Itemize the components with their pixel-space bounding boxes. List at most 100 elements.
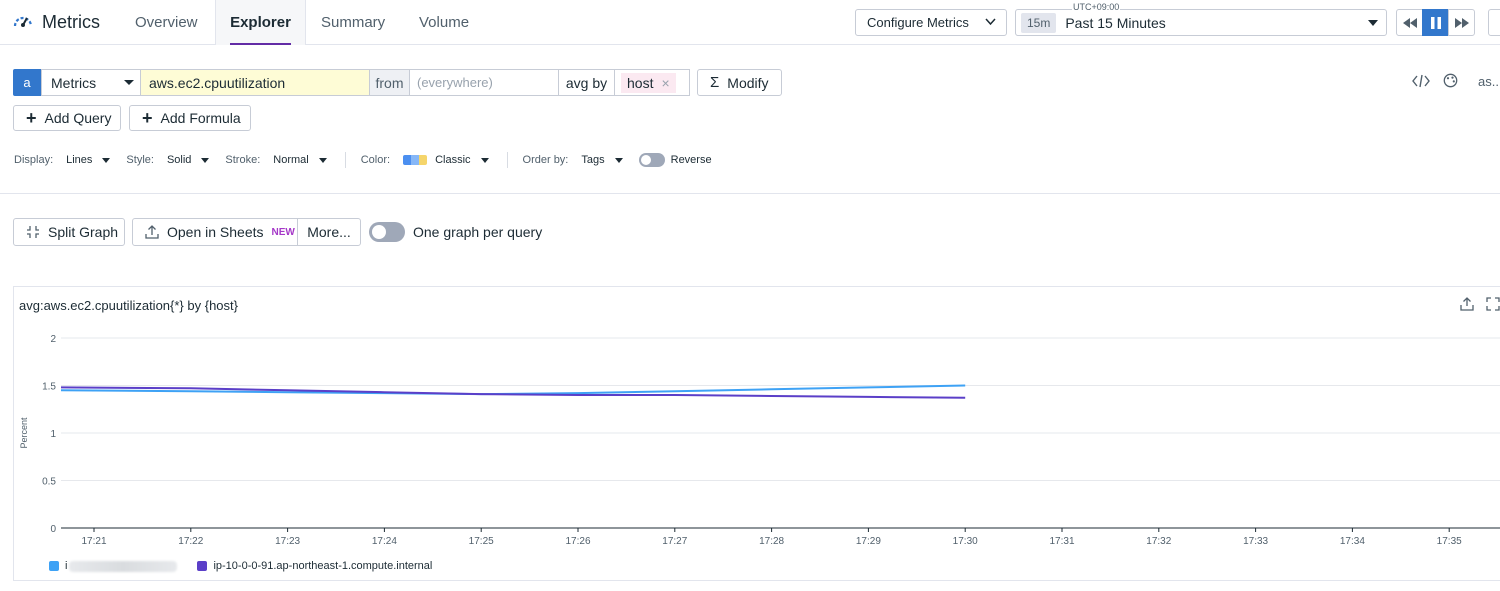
- app-logo[interactable]: Metrics: [12, 11, 100, 33]
- x-tick-label: 17:30: [953, 536, 978, 547]
- chevron-down-icon: [985, 18, 996, 26]
- x-tick-label: 17:29: [856, 536, 881, 547]
- series-line: [60, 386, 966, 399]
- chart-legend: i ip-10-0-0-91.ap-northeast-1.compute.in…: [49, 560, 432, 572]
- from-label: from: [369, 69, 410, 96]
- divider: [506, 152, 508, 168]
- graph-panel: avg:aws.ec2.cpuutilization{*} by {host} …: [13, 286, 1500, 581]
- metric-input[interactable]: aws.ec2.cpuutilization: [140, 69, 370, 96]
- stroke-select[interactable]: Normal: [273, 154, 309, 166]
- code-icon[interactable]: [1412, 74, 1430, 88]
- graph-panel-tools: [1460, 297, 1500, 311]
- tab-volume[interactable]: Volume: [419, 14, 470, 31]
- style-label: Style:: [126, 154, 154, 166]
- configure-metrics-label: Configure Metrics: [867, 15, 969, 30]
- export-icon[interactable]: [1460, 297, 1474, 311]
- caret-down-icon: [1368, 20, 1378, 26]
- x-tick-label: 17:35: [1437, 536, 1462, 547]
- x-tick-label: 17:28: [759, 536, 784, 547]
- caret-down-icon: [201, 157, 210, 163]
- graph-title: avg:aws.ec2.cpuutilization{*} by {host}: [19, 298, 238, 313]
- add-formula-button[interactable]: + Add Formula: [129, 105, 251, 131]
- split-icon: [27, 226, 39, 238]
- y-tick-label: 0.5: [42, 477, 56, 488]
- time-range-label: Past 15 Minutes: [1065, 14, 1166, 31]
- x-tick-label: 17:23: [275, 536, 300, 547]
- query-letter[interactable]: a: [13, 69, 41, 96]
- query-tools: [1412, 73, 1458, 88]
- x-tick-label: 17:31: [1049, 536, 1074, 547]
- x-tick-label: 17:33: [1243, 536, 1268, 547]
- y-tick-label: 2: [50, 334, 56, 345]
- section-divider: [0, 193, 1500, 194]
- upload-icon: [145, 225, 159, 239]
- fast-forward-icon: [1454, 17, 1469, 28]
- x-tick-label: 17:22: [178, 536, 203, 547]
- reverse-toggle[interactable]: [638, 153, 665, 167]
- source-label: Metrics: [51, 74, 97, 91]
- open-in-sheets-button[interactable]: Open in Sheets NEW: [132, 218, 298, 246]
- display-options-bar: Display: Lines Style: Solid Stroke: Norm…: [14, 152, 722, 168]
- add-query-label: Add Query: [44, 110, 112, 126]
- series-line: [60, 384, 966, 396]
- more-button[interactable]: More...: [297, 218, 361, 246]
- plus-icon: +: [142, 108, 153, 128]
- palette-icon[interactable]: [1443, 73, 1458, 88]
- divider: [344, 152, 346, 168]
- expand-icon[interactable]: [1486, 297, 1500, 311]
- y-axis-label: Percent: [19, 417, 29, 449]
- x-tick-label: 17:24: [372, 536, 397, 547]
- legend-swatch: [49, 561, 59, 571]
- time-range-selector[interactable]: 15m Past 15 Minutes: [1015, 9, 1387, 36]
- order-label: Order by:: [522, 154, 569, 166]
- split-graph-button[interactable]: Split Graph: [13, 218, 125, 246]
- legend-label[interactable]: ip-10-0-0-91.ap-northeast-1.compute.inte…: [213, 560, 433, 572]
- time-settings-button[interactable]: [1488, 9, 1500, 36]
- tab-explorer[interactable]: Explorer: [215, 0, 306, 45]
- color-select[interactable]: Classic: [435, 154, 471, 166]
- group-tag-pill: host ×: [621, 72, 676, 93]
- metrics-gauge-icon: [13, 16, 33, 27]
- aggregation-select[interactable]: avg by: [558, 69, 615, 96]
- y-tick-label: 1: [50, 429, 56, 440]
- display-label: Display:: [14, 154, 54, 166]
- modify-label: Modify: [727, 74, 769, 91]
- style-select[interactable]: Solid: [166, 154, 192, 166]
- order-select[interactable]: Tags: [581, 154, 605, 166]
- new-badge: NEW: [271, 226, 295, 238]
- reverse-label: Reverse: [670, 154, 712, 166]
- redacted-host-name: [69, 560, 178, 572]
- add-formula-label: Add Formula: [160, 110, 241, 126]
- rewind-button[interactable]: [1396, 9, 1423, 36]
- rewind-icon: [1402, 17, 1417, 28]
- add-query-button[interactable]: + Add Query: [13, 105, 121, 131]
- x-tick-label: 17:34: [1340, 536, 1365, 547]
- one-graph-per-query-toggle[interactable]: [369, 222, 405, 242]
- query-alias-field[interactable]: as...: [1478, 74, 1500, 89]
- source-select[interactable]: Metrics: [41, 69, 141, 96]
- caret-down-icon: [124, 80, 134, 85]
- modify-button[interactable]: Σ Modify: [697, 69, 782, 96]
- configure-metrics-button[interactable]: Configure Metrics: [855, 9, 1007, 36]
- y-tick-label: 0: [50, 524, 56, 535]
- tab-summary[interactable]: Summary: [321, 14, 386, 31]
- caret-down-icon: [102, 157, 111, 163]
- tab-overview[interactable]: Overview: [135, 14, 198, 31]
- sigma-icon: Σ: [710, 74, 720, 91]
- y-tick-label: 1.5: [42, 382, 56, 393]
- x-tick-label: 17:21: [81, 536, 106, 547]
- group-tag-label: host: [627, 74, 654, 91]
- pause-button[interactable]: [1422, 9, 1449, 36]
- group-by-field[interactable]: host ×: [614, 69, 690, 96]
- legend-label[interactable]: i: [65, 560, 68, 572]
- x-tick-label: 17:32: [1146, 536, 1171, 547]
- remove-tag-icon[interactable]: ×: [661, 74, 670, 91]
- fast-forward-button[interactable]: [1448, 9, 1475, 36]
- display-select[interactable]: Lines: [66, 154, 93, 166]
- timeseries-chart[interactable]: 0 0.5 1 1.5 2 Percent 17:21 17:22 17:23 17:24 17:2…: [14, 287, 1500, 552]
- x-tick-label: 17:26: [565, 536, 590, 547]
- pause-icon: [1430, 16, 1441, 29]
- timezone-label: UTC+09:00: [1072, 2, 1121, 12]
- scope-input[interactable]: (everywhere): [409, 69, 559, 96]
- open-in-sheets-label: Open in Sheets: [167, 224, 264, 240]
